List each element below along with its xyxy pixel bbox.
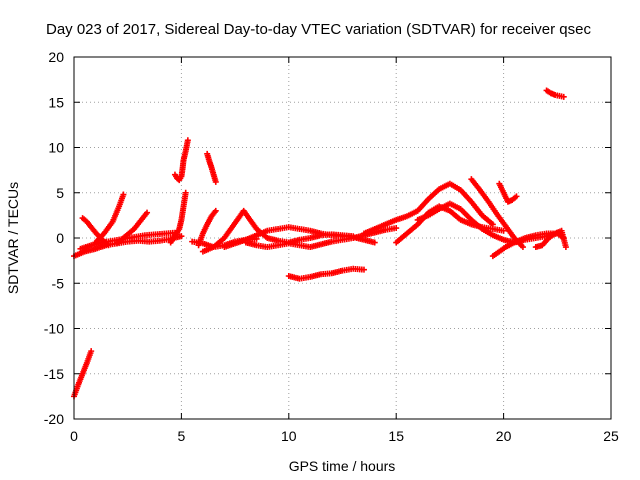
y-tick-label: 15 [48,94,64,110]
x-tick-label: 20 [496,428,512,444]
series-arc-14 [242,225,400,251]
series-arc-04 [92,191,127,246]
y-tick-label: -15 [44,366,64,382]
series-arc-10 [195,207,219,249]
data-point [519,244,526,251]
data-point [212,207,219,214]
data-point [105,242,112,249]
x-tick-label: 25 [603,428,619,444]
data-point [88,348,95,355]
data-layer [71,87,569,400]
y-tick-label: 10 [48,140,64,156]
data-point [360,266,367,273]
data-point [120,191,127,198]
data-point [178,233,185,240]
series-arc-05 [113,209,151,247]
data-point [562,244,569,251]
data-point [212,178,219,185]
data-point [371,239,378,246]
data-point [393,225,400,232]
y-tick-label: -5 [52,275,65,291]
series-arc-16 [360,180,496,237]
series-arc-09 [204,150,219,185]
plot-frame [73,56,612,420]
x-axis-label: GPS time / hours [289,458,396,474]
data-point [500,227,507,234]
y-axis-label: SDTVAR / TECUs [5,182,21,294]
chart-title: Day 023 of 2017, Sidereal Day-to-day VTE… [46,21,591,38]
series-arc-08 [167,189,189,246]
series-arc-23 [543,87,567,100]
y-tick-label: -10 [44,321,64,337]
series-arc-07 [171,137,191,184]
data-point [184,137,191,144]
data-point [144,209,151,216]
x-tick-label: 10 [281,428,297,444]
series-arc-22 [532,227,569,251]
y-tick-label: -20 [44,411,64,427]
tick-label-layer: 0 5 10 15 20 25 -20 -15 -10 -5 0 5 10 15 20 [44,49,619,444]
data-point [560,93,567,100]
series-arc-03 [79,215,112,249]
y-tick-label: 5 [56,185,64,201]
series-arc-15 [285,265,367,282]
data-point [182,189,189,196]
x-tick-label: 15 [388,428,404,444]
series-arc-20 [496,180,520,205]
y-tick-label: 0 [56,230,64,246]
y-tick-label: 20 [48,49,64,65]
x-tick-label: 0 [70,428,78,444]
x-tick-label: 5 [178,428,186,444]
data-point [513,193,520,200]
